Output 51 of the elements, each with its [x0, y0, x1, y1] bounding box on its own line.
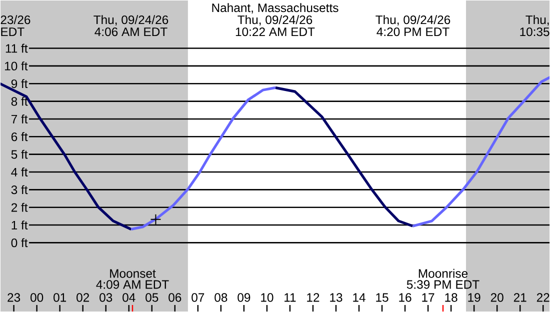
annotation: EDT [1, 28, 24, 36]
x-tick-label: 22 [536, 293, 550, 302]
y-tick-label: 5 ft [11, 150, 28, 159]
annotation: 10:35 [520, 27, 550, 36]
x-tick-label: 15 [376, 293, 388, 302]
x-tick-label: 10 [261, 293, 274, 302]
x-tick-label: 14 [353, 293, 366, 302]
x-tick-label: 01 [54, 293, 66, 302]
x-tick-label: 07 [192, 293, 204, 302]
x-tick-label: 18 [445, 293, 458, 302]
x-tick-label: 05 [146, 293, 158, 302]
annotation: Thu, 09/24/26 [376, 15, 450, 26]
y-tick-label: 7 ft [11, 114, 28, 124]
x-tick-label: 02 [76, 293, 90, 302]
x-tick-label: 11 [284, 293, 296, 302]
y-tick-label: 10 ft [4, 61, 28, 70]
x-tick-label: 13 [330, 293, 342, 302]
y-tick-label: 8 ft [11, 96, 28, 106]
x-tick-label: 23 [8, 293, 20, 302]
y-tick-label: 1 ft [12, 220, 28, 230]
annotation: Moonset [110, 269, 156, 278]
x-tick-label: 06 [168, 293, 182, 302]
annotation: 23/26 [0, 15, 30, 24]
annotation: Thu, [526, 15, 549, 26]
x-tick-label: 03 [100, 293, 112, 302]
x-tick-label: 12 [307, 293, 320, 302]
x-tick-label: 00 [30, 293, 44, 302]
annotation: Moonrise [418, 268, 468, 278]
x-tick-label: 17 [422, 293, 434, 302]
y-tick-label: 4 ft [11, 168, 28, 176]
x-tick-label: 19 [468, 293, 480, 302]
chart-title: Nahant, Massachusetts [212, 3, 338, 14]
x-tick-label: 04 [122, 293, 136, 302]
x-tick-label: 21 [514, 293, 526, 302]
annotation: 10:22 AM EDT [236, 27, 315, 36]
annotation: Thu, 09/24/26 [238, 15, 312, 26]
annotation: 4:06 AM EDT [94, 27, 168, 36]
annotation: Thu, 09/24/26 [94, 15, 168, 26]
x-tick-label: 16 [399, 293, 412, 302]
y-tick-label: 0 ft [11, 238, 28, 248]
y-tick-label: 9 ft [11, 79, 28, 88]
y-tick-label: 11 ft [6, 44, 28, 53]
y-tick-label: 3 ft [11, 185, 28, 194]
y-tick-label: 6 ft [11, 132, 28, 142]
annotation: 4:09 AM EDT [96, 280, 169, 289]
annotation: 4:20 PM EDT [376, 27, 450, 36]
x-tick-label: 08 [214, 293, 228, 302]
x-tick-label: 09 [238, 293, 250, 302]
y-tick-label: 2 ft [11, 202, 28, 212]
x-tick-label: 20 [490, 293, 504, 302]
annotation: 5:39 PM EDT [406, 280, 480, 289]
